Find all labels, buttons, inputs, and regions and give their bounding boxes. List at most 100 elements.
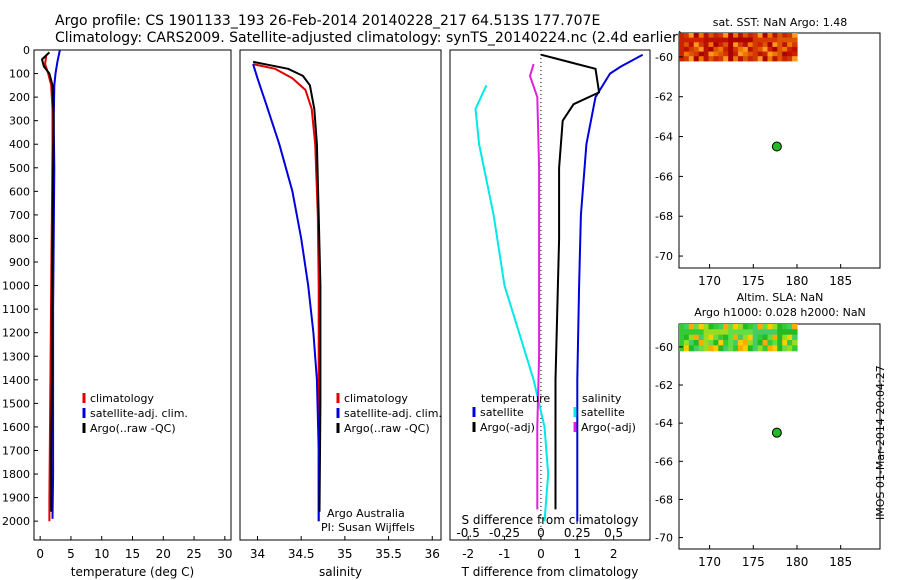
lat-tick-label: -64: [655, 417, 673, 430]
map-cell: [718, 37, 724, 43]
map-cell: [723, 324, 729, 330]
map-cell: [747, 33, 754, 39]
map-cell: [703, 334, 710, 341]
map-cell: [718, 340, 724, 346]
lon-tick-label: 175: [742, 555, 765, 569]
map-cell: [693, 345, 700, 352]
sal-series-clim: [252, 63, 320, 522]
temp-series-sat: [51, 49, 61, 519]
map-cell: [752, 56, 759, 62]
map-cell: [698, 56, 705, 62]
map-cell: [688, 324, 695, 330]
map-cell: [777, 46, 783, 53]
map-cell: [733, 33, 739, 39]
header-line-1: Argo profile: CS 1901133_193 26-Feb-2014…: [55, 13, 601, 29]
map-cell: [787, 42, 793, 48]
depth-tick-label: 1200: [2, 327, 30, 340]
map-cell: [767, 33, 773, 39]
map-cell: [698, 46, 705, 53]
map-cell: [728, 42, 734, 48]
map-cell: [742, 37, 749, 43]
map-cell: [738, 334, 744, 341]
map-cell: [787, 33, 793, 39]
map-cell: [792, 334, 798, 341]
sdiff-tick-label: 0: [537, 526, 545, 540]
map-cell: [713, 329, 719, 336]
map-cell: [757, 51, 764, 57]
map-cell: [747, 324, 754, 330]
map-cell: [733, 340, 739, 346]
map-cell: [698, 329, 705, 336]
map-cell: [703, 33, 710, 39]
map-cell: [688, 46, 695, 53]
map-cell: [752, 46, 759, 53]
map-cell: [787, 340, 793, 346]
tdiff-tick-label: 2: [610, 547, 618, 561]
diff-series-sat: [576, 53, 644, 522]
map-cell: [767, 51, 773, 57]
map-cell: [713, 37, 719, 43]
map-cell: [683, 37, 690, 43]
argo-location-marker: [771, 141, 782, 152]
map-cell: [713, 46, 719, 53]
map-cell: [792, 340, 798, 346]
plot-frame: [33, 49, 232, 541]
map-cell: [782, 345, 788, 352]
map-cell: [742, 329, 749, 336]
map-cell: [762, 334, 769, 341]
map-cell: [777, 33, 783, 39]
lon-tick-label: 175: [742, 274, 765, 288]
map-cell: [777, 334, 783, 341]
plot-frame: [239, 49, 442, 541]
depth-tick-label: 800: [9, 232, 30, 245]
map-cell: [718, 56, 724, 62]
map-cell: [723, 46, 729, 53]
map-cell: [728, 345, 734, 352]
map-cell: [752, 51, 759, 57]
lat-tick-label: -70: [655, 532, 673, 545]
legend-title: temperature: [481, 392, 550, 405]
sla-map-panel: -60 -62 -64 -66 -68 -70 170 175 180 185 Altim. SLA…: [655, 291, 881, 569]
map-cell: [693, 340, 700, 346]
map-cell: [787, 56, 793, 62]
tdiff-tick-label: 0: [537, 547, 545, 561]
map-cell: [752, 33, 759, 39]
map-cell: [772, 340, 778, 346]
map-cell: [703, 324, 710, 330]
map-cell: [708, 42, 714, 48]
map-cell: [733, 324, 739, 330]
map-cell: [728, 51, 734, 57]
depth-tick-label: 1900: [2, 492, 30, 505]
map-cell: [787, 334, 793, 341]
map-cell: [747, 37, 754, 43]
map-cell: [762, 42, 769, 48]
map-cell: [772, 33, 778, 39]
lon-tick-label: 185: [829, 274, 852, 288]
map-cell: [762, 340, 769, 346]
map-cell: [688, 33, 695, 39]
map-cell: [708, 334, 714, 341]
map-cell: [738, 345, 744, 352]
map-cell: [713, 56, 719, 62]
map-cell: [757, 329, 764, 336]
map-cell: [688, 56, 695, 62]
depth-tick-label: 1300: [2, 350, 30, 363]
map-cell: [728, 56, 734, 62]
map-cell: [733, 334, 739, 341]
map-cell: [723, 329, 729, 336]
sla-map-subtitle: Argo h1000: 0.028 h2000: NaN: [694, 306, 866, 319]
sal-tick-label: 35: [337, 547, 352, 561]
lat-tick-label: -62: [655, 379, 673, 392]
map-cell: [762, 33, 769, 39]
sst-map-panel: -60 -62 -64 -66 -68 -70 170 175 180 185 sat. SST: …: [655, 16, 881, 288]
map-cell: [772, 46, 778, 53]
map-cell: [708, 51, 714, 57]
sst-map-title: sat. SST: NaN Argo: 1.48: [713, 16, 847, 29]
map-cell: [698, 324, 705, 330]
map-cell: [757, 324, 764, 330]
map-cell: [693, 324, 700, 330]
map-cell: [787, 345, 793, 352]
map-cell: [767, 324, 773, 330]
temp-tick-label: 5: [67, 547, 75, 561]
